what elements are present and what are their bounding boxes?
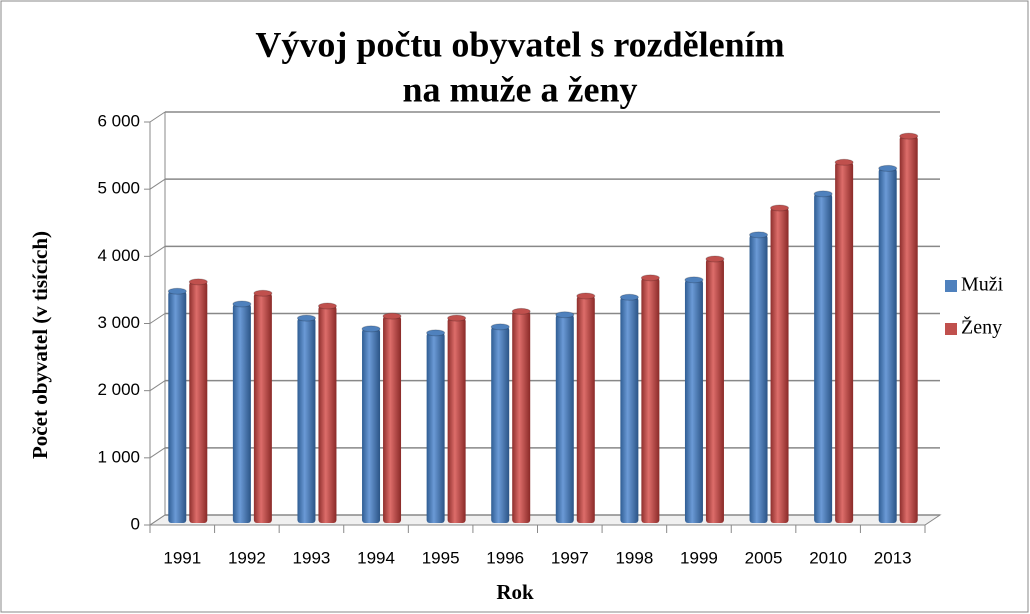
x-tick-label: 1991 — [163, 548, 201, 567]
bar — [641, 277, 660, 523]
grid-line — [149, 514, 166, 526]
legend-label: Ženy — [961, 316, 1002, 339]
bar — [491, 326, 510, 523]
y-tick-label: 1 000 — [97, 447, 140, 466]
bar-cap — [619, 293, 639, 301]
bar-cap — [899, 132, 919, 140]
bar — [232, 304, 251, 523]
bar — [168, 291, 187, 523]
bar-cap — [317, 302, 337, 310]
bar-cap — [382, 312, 402, 320]
bar — [512, 311, 531, 523]
x-tick-label: 1997 — [551, 548, 589, 567]
bar — [899, 136, 918, 524]
bar-cap — [188, 278, 208, 286]
bar-cap — [361, 325, 381, 333]
bar-cap — [296, 314, 316, 322]
bar-cap — [878, 164, 898, 172]
x-tick-label: 1996 — [486, 548, 524, 567]
bar — [620, 297, 639, 523]
grid-line — [149, 447, 166, 459]
bar-cap — [749, 231, 769, 239]
x-axis-title: Rok — [496, 580, 534, 604]
bar — [814, 193, 833, 523]
x-tick-label: 1998 — [615, 548, 653, 567]
x-tick-label: 1999 — [680, 548, 718, 567]
grid-line — [149, 380, 166, 392]
bar — [383, 316, 402, 523]
bar-cap — [167, 287, 187, 295]
bar — [253, 293, 272, 523]
bar — [297, 318, 316, 523]
chart-title: na muže a ženy — [403, 69, 638, 109]
bar — [749, 234, 768, 523]
bar-cap — [447, 314, 467, 322]
bar — [835, 162, 854, 524]
chart-title: Vývoj počtu obyvatel s rozdělením — [255, 24, 784, 64]
y-tick-label: 6 000 — [97, 111, 140, 130]
bar — [705, 259, 724, 523]
x-tick-label: 2013 — [874, 548, 912, 567]
x-tick-label: 2005 — [745, 548, 783, 567]
bar-cap — [253, 289, 273, 297]
y-axis-title: Počet obyvatel (v tisících) — [28, 231, 52, 459]
bar — [684, 279, 703, 523]
bar — [426, 332, 445, 523]
bar — [362, 328, 381, 523]
legend-label: Muži — [961, 274, 1004, 296]
bar-cap — [232, 300, 252, 308]
bar-cap — [555, 311, 575, 319]
y-tick-label: 2 000 — [97, 380, 140, 399]
bar — [576, 295, 595, 523]
bar-cap — [511, 307, 531, 315]
grid-line — [149, 313, 166, 324]
x-tick-label: 1992 — [228, 548, 266, 567]
bar-cap — [705, 255, 725, 263]
bar-cap — [684, 276, 704, 284]
bar-cap — [770, 204, 790, 212]
bar-cap — [834, 158, 854, 166]
x-tick-label: 1994 — [357, 548, 395, 567]
grid-line — [149, 178, 166, 190]
y-tick-label: 4 000 — [97, 246, 140, 265]
bar — [189, 281, 208, 523]
y-tick-label: 5 000 — [97, 179, 140, 198]
x-tick-label: 1995 — [422, 548, 460, 567]
bar — [555, 314, 574, 523]
x-tick-label: 1993 — [293, 548, 331, 567]
bar — [770, 207, 789, 523]
bar — [447, 318, 466, 523]
bar-cap — [576, 292, 596, 300]
legend-swatch — [945, 280, 957, 292]
bar — [318, 306, 337, 523]
bar — [878, 168, 897, 523]
bar-cap — [640, 274, 660, 282]
y-tick-label: 3 000 — [97, 313, 140, 332]
bar-cap — [490, 323, 510, 331]
bar-cap — [813, 190, 833, 198]
y-tick-label: 0 — [131, 514, 140, 533]
x-tick-label: 2010 — [809, 548, 847, 567]
legend-swatch — [945, 323, 957, 335]
bar-cap — [426, 329, 446, 337]
grid-line — [149, 111, 166, 123]
grid-line — [149, 245, 166, 257]
